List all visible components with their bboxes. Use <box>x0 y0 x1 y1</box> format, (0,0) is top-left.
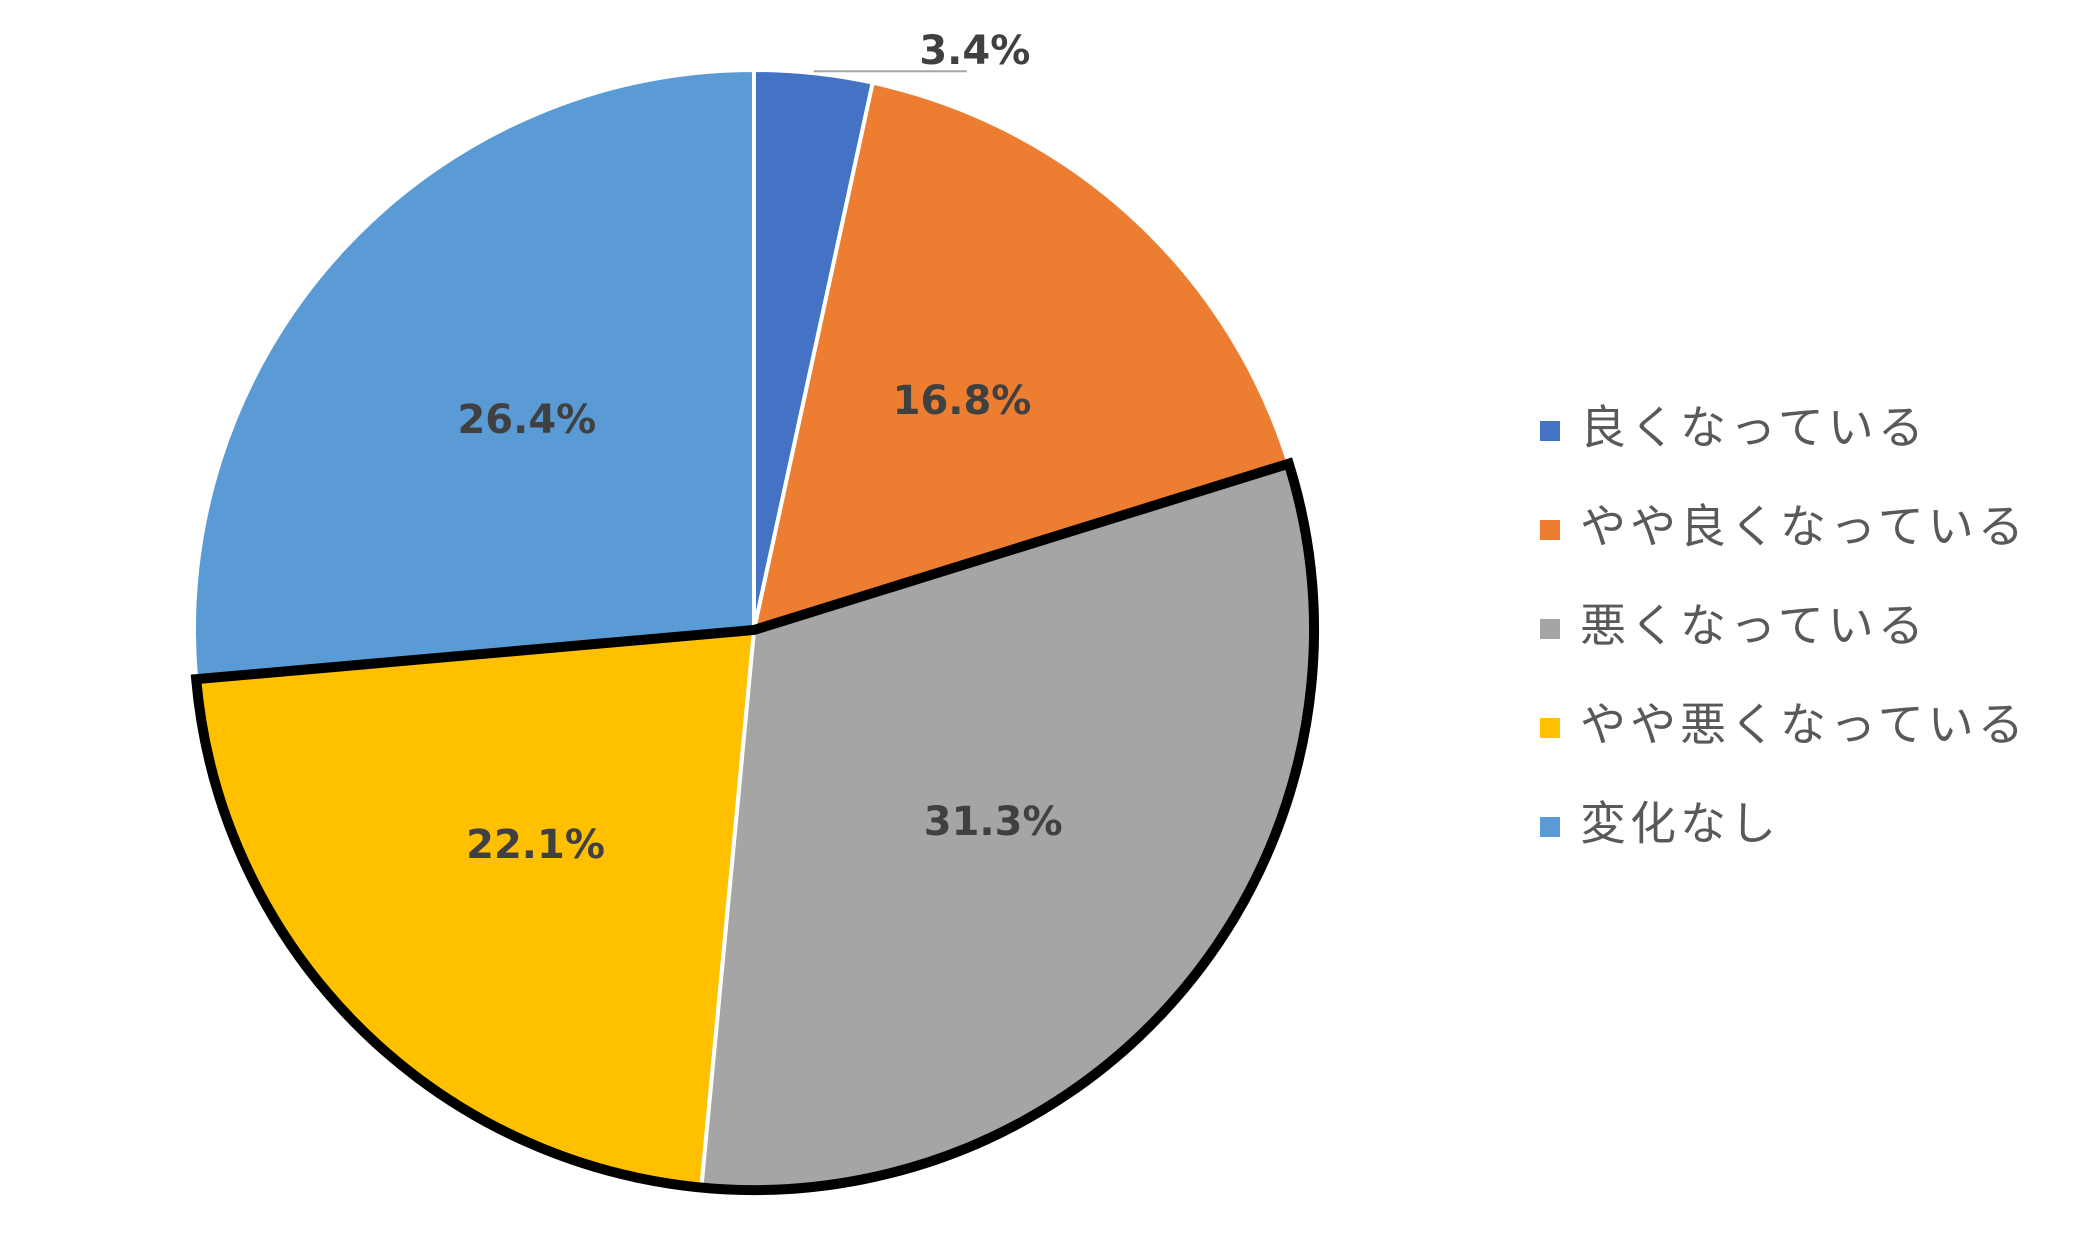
legend-label: 悪くなっている <box>1580 599 1928 653</box>
legend-label: やや良くなっている <box>1580 500 2028 554</box>
data-label: 31.3% <box>924 799 1063 845</box>
pie-slice <box>192 67 756 682</box>
legend-swatch <box>1540 421 1560 441</box>
legend-swatch <box>1540 619 1560 639</box>
legend-swatch <box>1540 520 1560 540</box>
legend-swatch <box>1540 718 1560 738</box>
data-label: 26.4% <box>457 397 596 443</box>
legend-label: 変化なし <box>1580 797 1780 851</box>
pie-slice <box>193 627 757 1190</box>
legend-label: 良くなっている <box>1580 401 1928 455</box>
pie-slice <box>751 80 1292 633</box>
slice-outline <box>190 457 1319 1195</box>
data-label: 22.1% <box>466 822 605 868</box>
data-label: 16.8% <box>893 378 1032 424</box>
data-label: 3.4% <box>919 28 1030 74</box>
legend-label: やや悪くなっている <box>1580 698 2028 752</box>
legend-swatch <box>1540 817 1560 837</box>
